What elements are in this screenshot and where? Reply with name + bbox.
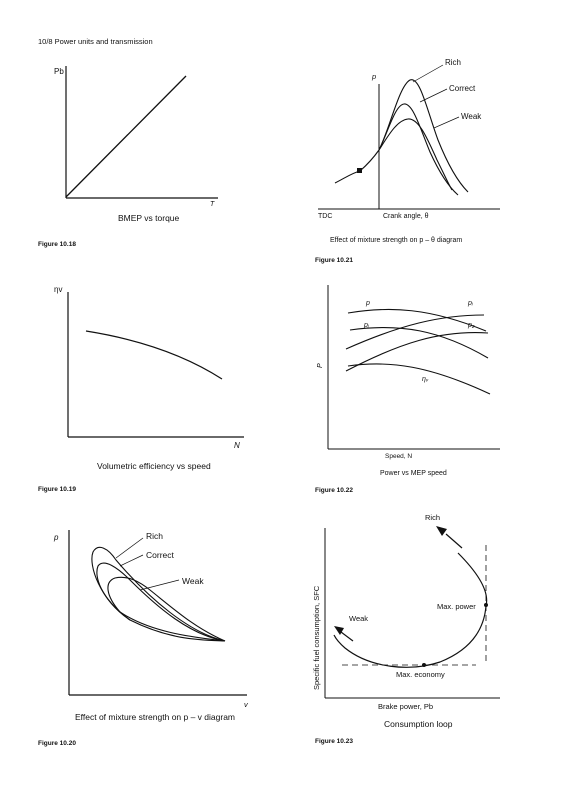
weak-arrow-shaft (340, 631, 354, 642)
fig22-label: Figure 10.22 (315, 487, 353, 494)
curve-eta (347, 363, 491, 395)
fig20-label: Figure 10.20 (38, 740, 76, 747)
fig21-correct-label: Correct (449, 84, 476, 93)
fig21-xlabel: Crank angle, θ (383, 213, 429, 220)
curve-pi (345, 314, 485, 350)
fig18-xlabel: T (210, 201, 215, 208)
curve-p (347, 308, 487, 332)
rich-arrow-head (436, 526, 447, 536)
fig23-max-power: Max. power (437, 602, 476, 611)
fig22-label-p2: p₂ (467, 322, 475, 329)
fig20-ylabel: p (53, 533, 59, 542)
correct-loop (96, 562, 226, 642)
fig23-label: Figure 10.23 (315, 738, 353, 745)
fig21-ylabel: p (371, 72, 376, 81)
weak-curve (378, 118, 453, 191)
fig22-label-p: p (365, 300, 370, 307)
fig22-xlabel: Speed, N (385, 453, 412, 460)
fig18-ylabel: Pb (54, 67, 64, 76)
fig23-ylabel: Specific fuel consumption, SFC (312, 585, 321, 690)
fig20-weak-label: Weak (182, 576, 204, 586)
fig22-label-pi: pᵢ (467, 300, 473, 307)
correct-leader (119, 554, 144, 567)
weak-leader (433, 116, 460, 129)
fig23-caption: Consumption loop (384, 719, 453, 729)
fig20-xlabel: v (244, 700, 249, 709)
fig19-xlabel: N (234, 441, 240, 450)
fig21-tdc: TDC (318, 213, 332, 220)
fig23-weak: Weak (349, 614, 368, 623)
fig22-ylabel: P (317, 363, 324, 368)
weak-loop (107, 576, 226, 642)
fig18-label: Figure 10.18 (38, 241, 76, 248)
weak-leader (139, 579, 180, 591)
correct-leader (419, 88, 448, 103)
max-economy-point (422, 663, 426, 667)
fig23-max-economy: Max. economy (396, 670, 445, 679)
rich-loop (91, 546, 226, 642)
rich-leader (412, 64, 444, 83)
fig23-rich: Rich (425, 513, 440, 522)
fig22-label-eta: ηᵥ (422, 376, 429, 383)
fig21-caption: Effect of mixture strength on p – θ diag… (330, 237, 463, 244)
fig22-caption: Power vs MEP speed (380, 470, 447, 477)
weak-arrow-head (334, 626, 344, 635)
fig20-correct-label: Correct (146, 550, 175, 560)
fig20-caption: Effect of mixture strength on p – v diag… (75, 712, 236, 722)
fig20-rich-label: Rich (146, 531, 163, 541)
fig19-ylabel: ηv (54, 285, 62, 294)
fig23-xlabel: Brake power, Pb (378, 702, 433, 711)
fig22-label-p1: pᵢ (363, 322, 369, 329)
curve-p1 (349, 326, 489, 359)
max-power-point (484, 603, 488, 607)
fig18-caption: BMEP vs torque (118, 213, 180, 223)
fig19-caption: Volumetric efficiency vs speed (97, 461, 211, 471)
fig21-label: Figure 10.21 (315, 257, 353, 264)
ignition-point (357, 168, 362, 173)
fig19-label: Figure 10.19 (38, 486, 76, 493)
bmep-line (65, 75, 187, 198)
consumption-loop (333, 552, 488, 668)
curve-p2 (345, 332, 489, 372)
fig21-weak-label: Weak (461, 112, 482, 121)
correct-curve (378, 103, 459, 196)
fig21-rich-label: Rich (445, 58, 461, 67)
rich-curve (378, 79, 469, 193)
rich-leader (115, 537, 144, 559)
page-header: 10/8 Power units and transmission (38, 37, 153, 46)
efficiency-curve (85, 330, 223, 380)
rich-arrow-shaft (445, 533, 463, 549)
